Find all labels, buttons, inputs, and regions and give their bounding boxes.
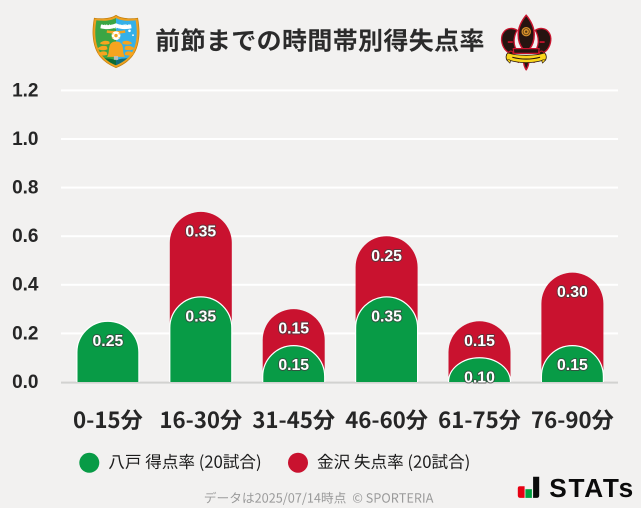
svg-text:VANRAURE: VANRAURE bbox=[101, 24, 131, 30]
svg-text:0.35: 0.35 bbox=[371, 309, 402, 326]
svg-text:0.30: 0.30 bbox=[557, 284, 588, 301]
svg-text:STATs: STATs bbox=[549, 473, 635, 503]
svg-text:0.8: 0.8 bbox=[12, 178, 38, 199]
svg-text:0.35: 0.35 bbox=[185, 309, 216, 326]
svg-text:0.4: 0.4 bbox=[12, 275, 39, 296]
svg-text:0.10: 0.10 bbox=[464, 369, 495, 386]
svg-text:0.35: 0.35 bbox=[185, 224, 216, 241]
svg-text:0.2: 0.2 bbox=[12, 323, 38, 344]
svg-text:1.0: 1.0 bbox=[12, 129, 38, 150]
svg-text:0.15: 0.15 bbox=[278, 357, 309, 374]
svg-text:0.25: 0.25 bbox=[371, 248, 402, 265]
svg-text:1.2: 1.2 bbox=[12, 80, 38, 101]
svg-text:0.6: 0.6 bbox=[12, 226, 38, 247]
svg-text:0.15: 0.15 bbox=[464, 333, 495, 350]
svg-text:0.25: 0.25 bbox=[93, 333, 124, 350]
svg-text:0.15: 0.15 bbox=[557, 357, 588, 374]
svg-text:0.15: 0.15 bbox=[278, 321, 309, 338]
svg-text:0.0: 0.0 bbox=[12, 372, 38, 393]
